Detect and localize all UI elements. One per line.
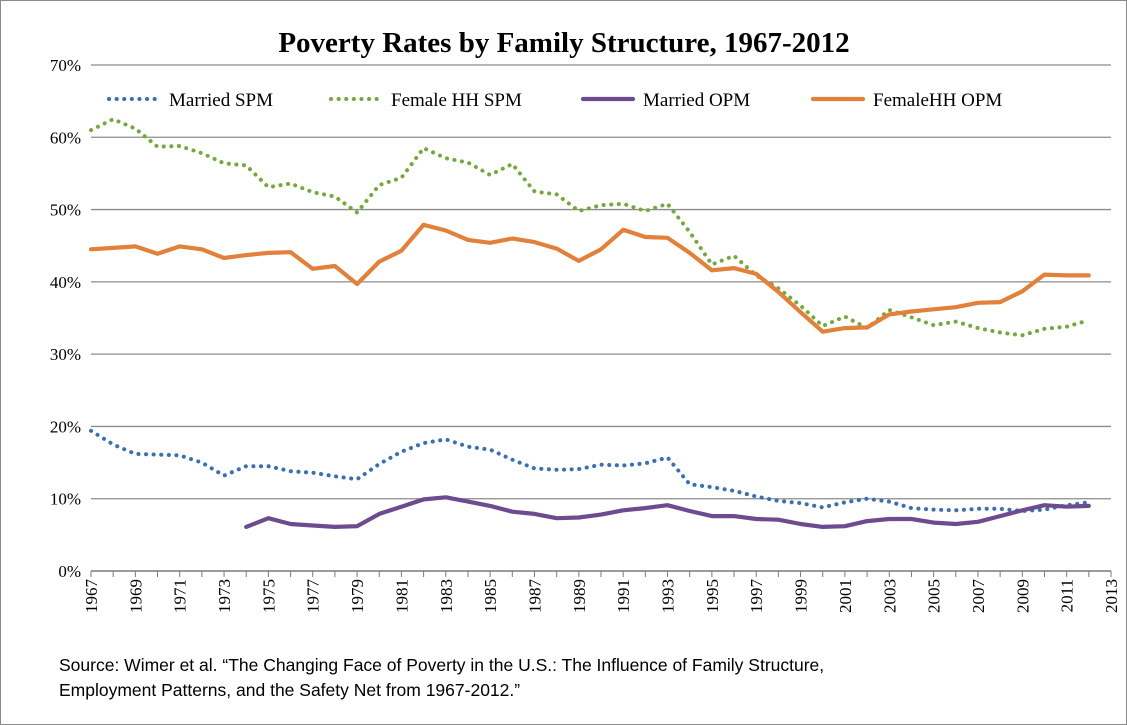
x-tick-label: 2011 xyxy=(1058,579,1077,612)
x-tick-label: 1969 xyxy=(126,579,145,613)
series-lines xyxy=(88,117,1091,529)
legend: Married SPM Female HH SPM Married OPM Femal… xyxy=(107,90,1002,111)
x-tick-label: 1993 xyxy=(659,579,678,613)
y-tick-label: 40% xyxy=(50,273,81,292)
x-tick-label: 1985 xyxy=(481,579,500,613)
legend-label: Married OPM xyxy=(643,90,750,111)
line-chart: Poverty Rates by Family Structure, 1967-… xyxy=(50,27,1121,613)
axes: 0% 10% 20% 30% 40% 50% 60% 70% 1967 1969 1971 1973 1… xyxy=(50,56,1121,613)
x-tick-label: 1983 xyxy=(437,579,456,613)
y-tick-label: 0% xyxy=(58,562,81,581)
y-tick-label: 60% xyxy=(50,128,81,147)
y-tick-label: 70% xyxy=(50,56,81,75)
source-note-line-1: Source: Wimer et al. “The Changing Face … xyxy=(59,655,825,675)
x-tick-label: 1977 xyxy=(304,579,323,614)
y-tick-label: 50% xyxy=(50,201,81,220)
married-opm-line xyxy=(244,495,1091,529)
legend-item-female-hh-spm: Female HH SPM xyxy=(329,90,522,111)
x-tick-label: 1973 xyxy=(215,579,234,613)
x-tick-label: 1967 xyxy=(82,579,101,614)
legend-label: Female HH SPM xyxy=(391,90,522,111)
x-tick-label: 2003 xyxy=(880,579,899,613)
y-tick-label: 20% xyxy=(50,417,81,436)
x-tick-label: 1991 xyxy=(614,579,633,613)
y-tick-label: 10% xyxy=(50,490,81,509)
femalehh-opm-line xyxy=(88,222,1091,334)
chart-title: Poverty Rates by Family Structure, 1967-… xyxy=(278,27,849,59)
legend-item-married-opm: Married OPM xyxy=(580,90,750,111)
x-tick-label: 1975 xyxy=(259,579,278,613)
gridlines xyxy=(91,64,1111,500)
female-hh-spm-line xyxy=(89,117,1091,338)
x-tick-label: 1999 xyxy=(792,579,811,613)
x-tick-label: 2001 xyxy=(836,579,855,613)
source-note-line-2: Employment Patterns, and the Safety Net … xyxy=(59,680,521,700)
x-tick-label: 1971 xyxy=(171,579,190,613)
source-note: Source: Wimer et al. “The Changing Face … xyxy=(59,653,1099,703)
x-tick-label: 1997 xyxy=(747,579,766,614)
legend-label: FemaleHH OPM xyxy=(873,90,1002,111)
legend-label: Married SPM xyxy=(169,90,273,111)
x-tick-label: 2013 xyxy=(1102,579,1121,613)
x-tick-label: 2009 xyxy=(1013,579,1032,613)
x-tick-label: 1995 xyxy=(703,579,722,613)
x-tick-label: 2007 xyxy=(969,579,988,614)
x-tick-label: 1981 xyxy=(392,579,411,613)
x-tick-label: 1979 xyxy=(348,579,367,613)
x-tick-label: 1987 xyxy=(525,579,544,614)
y-tick-label: 30% xyxy=(50,345,81,364)
x-tick-label: 1989 xyxy=(570,579,589,613)
x-tick-label: 2005 xyxy=(925,579,944,613)
legend-item-married-spm: Married SPM xyxy=(107,90,273,111)
legend-item-femalehh-opm: FemaleHH OPM xyxy=(810,90,1002,111)
